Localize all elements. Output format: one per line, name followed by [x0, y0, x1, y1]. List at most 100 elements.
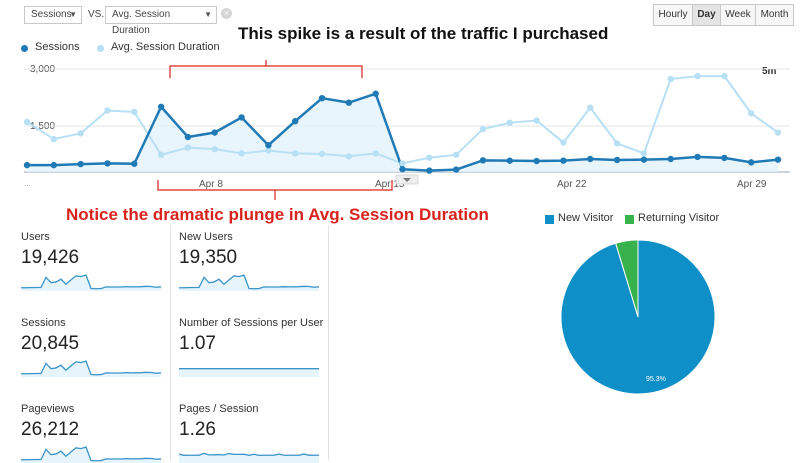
returning-visitor-legend-swatch: [625, 215, 634, 224]
sessions-point: [506, 157, 513, 164]
duration-point: [23, 118, 31, 126]
sessions-point: [426, 167, 433, 174]
metric-value: 20,845: [21, 333, 80, 354]
metric-value: 1.26: [179, 419, 216, 440]
granularity-hourly-label: Hourly: [658, 9, 688, 20]
primary-metric-label: Sessions: [31, 9, 72, 20]
sparkline-area: [179, 368, 319, 377]
sessions-point: [372, 90, 379, 97]
sessions-point: [292, 117, 299, 125]
sessions-point: [774, 156, 782, 163]
duration-point: [184, 144, 192, 151]
sparkline: [21, 360, 161, 377]
metric-label: Number of Sessions per User: [179, 317, 324, 329]
sessions-point: [399, 166, 406, 173]
duration-point: [157, 151, 165, 159]
sessions-point: [23, 161, 31, 169]
metric-label: New Users: [179, 231, 233, 243]
duration-point: [345, 153, 353, 160]
granularity-month-label: Month: [760, 9, 789, 20]
sessions-point: [211, 129, 218, 136]
duration-point: [452, 151, 460, 159]
sparkline-line: [21, 274, 161, 290]
svg-text:...: ...: [24, 179, 31, 188]
duration-point: [613, 140, 621, 147]
sessions-point: [238, 114, 245, 121]
duration-point: [50, 135, 58, 143]
returning-visitor-legend-label: Returning Visitor: [638, 212, 720, 224]
annotation-plunge: Notice the dramatic plunge in Avg. Sessi…: [66, 205, 489, 224]
sparkline: [21, 446, 161, 463]
duration-point: [104, 107, 111, 114]
sessions-point: [587, 155, 594, 163]
metric-label: Users: [21, 231, 50, 243]
new-visitor-legend-swatch: [545, 215, 554, 224]
duration-point: [77, 130, 84, 137]
secondary-metric-label: Avg. Session Duration: [112, 9, 171, 36]
sessions-point: [560, 157, 567, 164]
duration-point: [774, 129, 782, 136]
close-icon[interactable]: ×: [221, 8, 232, 19]
duration-point: [265, 147, 272, 154]
y-right-axis-label: 5m: [762, 66, 777, 77]
metric-divider: [170, 225, 171, 460]
vs-label: VS.: [88, 9, 105, 20]
visitor-type-pie-chart: 95.3%: [560, 239, 716, 395]
sessions-point: [721, 154, 728, 162]
sparkline: [179, 368, 319, 377]
sparkline-line: [21, 446, 161, 462]
sessions-point: [345, 99, 353, 106]
duration-point: [506, 119, 513, 126]
duration-point: [721, 72, 728, 80]
x-axis-tick: Apr 22: [557, 179, 587, 190]
sessions-point: [640, 156, 648, 163]
metric-value: 26,212: [21, 419, 80, 440]
duration-point: [560, 139, 567, 146]
sessions-legend-label: Sessions: [35, 41, 80, 53]
sparkline: [179, 452, 319, 463]
duration-point: [587, 104, 594, 111]
granularity-day-label: Day: [697, 9, 716, 20]
duration-legend-label: Avg. Session Duration: [111, 41, 220, 53]
metric-divider: [328, 225, 329, 460]
x-axis-tick: Apr 8: [199, 179, 223, 190]
primary-metric-select[interactable]: Sessions ▼: [24, 6, 82, 24]
sessions-legend-dot: [21, 45, 28, 52]
sessions-point: [613, 156, 621, 164]
sessions-point: [318, 94, 326, 102]
sessions-point: [77, 160, 84, 168]
sparkline-line: [179, 274, 319, 290]
chevron-down-icon: ▼: [69, 10, 77, 19]
duration-point: [372, 150, 379, 157]
granularity-month-button[interactable]: Month: [755, 4, 794, 26]
sessions-point: [184, 133, 192, 141]
duration-point: [131, 108, 138, 116]
granularity-day-button[interactable]: Day: [692, 4, 721, 26]
sessions-point: [265, 142, 272, 149]
sessions-point: [533, 157, 540, 165]
sessions-point: [452, 166, 460, 173]
sessions-point: [667, 155, 674, 163]
sparkline: [21, 274, 161, 291]
metric-label: Sessions: [21, 317, 66, 329]
duration-point: [479, 125, 487, 133]
duration-point: [533, 117, 540, 124]
secondary-metric-select[interactable]: Avg. Session Duration ▼: [105, 6, 217, 36]
sessions-point: [131, 160, 138, 167]
granularity-week-label: Week: [725, 9, 751, 20]
sessions-point: [694, 153, 701, 161]
granularity-hourly-button[interactable]: Hourly: [653, 4, 693, 26]
duration-legend-dot: [97, 45, 104, 52]
new-visitor-legend-label: New Visitor: [558, 212, 614, 224]
x-axis-tick: Apr 15: [375, 179, 405, 190]
sessions-point: [747, 159, 755, 166]
duration-point: [292, 150, 299, 157]
metric-value: 19,350: [179, 247, 238, 268]
duration-point: [667, 75, 674, 83]
metric-label: Pages / Session: [179, 403, 259, 415]
sessions-point: [50, 161, 58, 169]
sessions-area: [27, 93, 778, 172]
duration-point: [640, 150, 648, 157]
duration-point: [318, 150, 326, 158]
pie-slice-label: 95.3%: [646, 376, 666, 383]
